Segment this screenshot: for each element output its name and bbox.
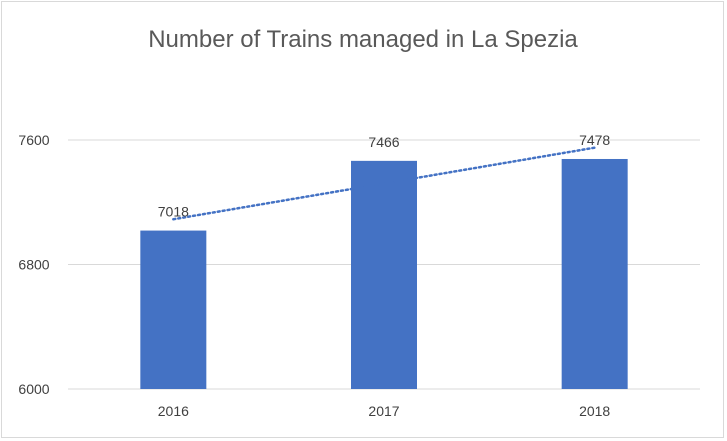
data-label-2018: 7478 (579, 132, 610, 148)
trendline (172, 146, 596, 221)
chart-title: Number of Trains managed in La Spezia (148, 26, 578, 53)
bar-2016 (140, 230, 207, 389)
data-labels: 7018 7466 7478 (158, 132, 611, 220)
bar-2018 (561, 158, 628, 389)
data-label-2017: 7466 (368, 134, 399, 150)
bar-2017 (351, 160, 417, 389)
y-tick-label-7600: 7600 (18, 132, 49, 148)
y-tick-label-6800: 6800 (18, 257, 49, 273)
data-label-2016: 7018 (158, 204, 189, 220)
x-tick-label-2016: 2016 (158, 403, 189, 419)
bars (140, 158, 628, 389)
y-tick-label-6000: 6000 (18, 381, 49, 397)
axis-labels: 6000 6800 7600 2016 2017 2018 (18, 132, 610, 419)
trendline-group (172, 146, 596, 221)
x-tick-label-2018: 2018 (579, 403, 610, 419)
x-tick-label-2017: 2017 (368, 403, 399, 419)
